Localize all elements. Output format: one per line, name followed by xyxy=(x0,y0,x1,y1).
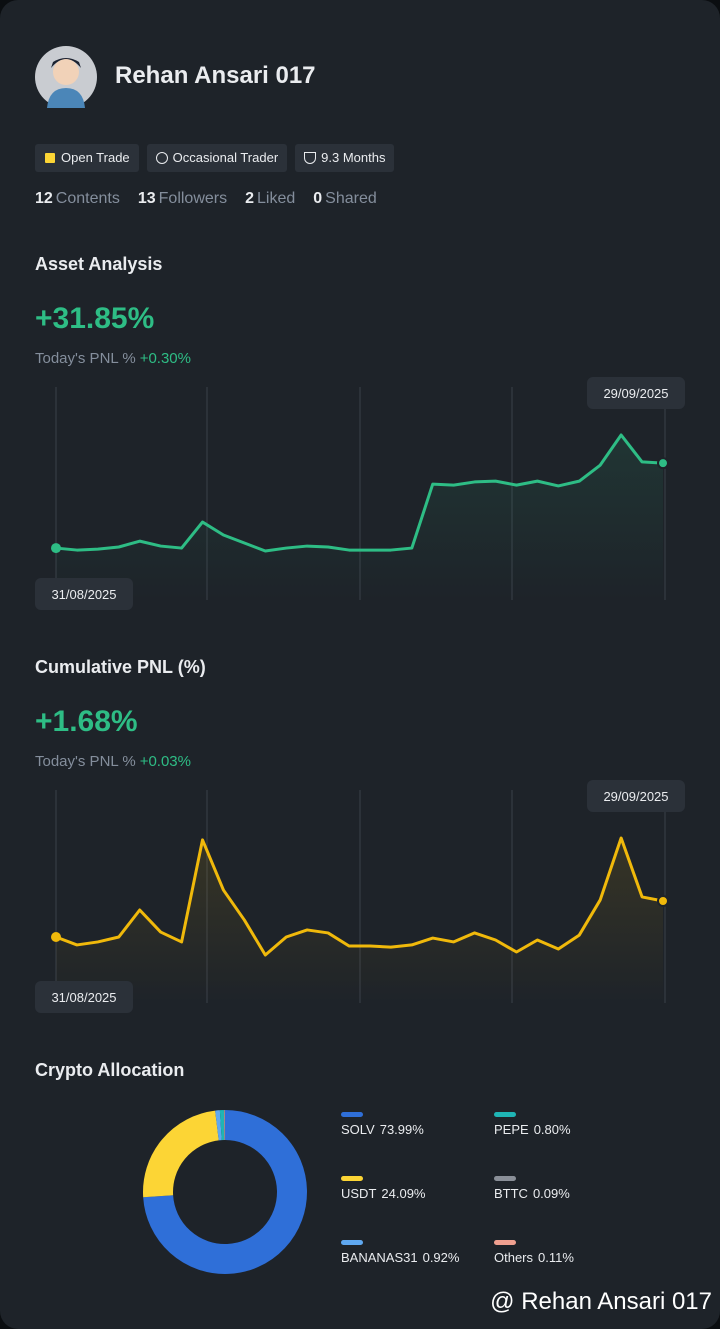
legend-swatch xyxy=(494,1112,516,1117)
legend-swatch xyxy=(341,1240,363,1245)
date-label: 31/08/2025 xyxy=(51,990,116,1005)
today-value: +0.30% xyxy=(139,350,191,367)
date-badge xyxy=(587,377,685,409)
stat: 2 Liked xyxy=(245,190,295,208)
stat-label: Followers xyxy=(158,190,228,207)
area-fill xyxy=(56,838,663,1003)
tag: Open Trade xyxy=(35,144,139,172)
legend-label: BTTC xyxy=(494,1186,528,1201)
legend-label: USDT xyxy=(341,1186,376,1201)
stat-count: 2 xyxy=(245,190,255,207)
stat-count: 12 xyxy=(35,190,53,207)
stat-label: Liked xyxy=(257,190,296,207)
date-badge xyxy=(35,981,133,1013)
stat-label: Shared xyxy=(325,190,377,207)
section-title: Crypto Allocation xyxy=(35,1060,185,1080)
line xyxy=(55,433,664,553)
start-point xyxy=(51,543,61,554)
start-point xyxy=(51,932,61,942)
today-label: Today's PNL % xyxy=(35,753,136,770)
watermark: @ Rehan Ansari 017 xyxy=(490,1288,712,1315)
legend-value: 0.09% xyxy=(533,1186,570,1201)
date-label: 31/08/2025 xyxy=(51,587,116,602)
stat: 0 Shared xyxy=(313,190,377,208)
line-chart: 31/08/2025 29/09/2025 xyxy=(35,780,685,1013)
section-title: Cumulative PNL (%) xyxy=(35,657,206,677)
stat: 12 Contents xyxy=(35,190,120,208)
avatar xyxy=(35,46,97,108)
donut-slice xyxy=(143,1110,307,1274)
tag: Occasional Trader xyxy=(146,144,288,172)
donut-slice xyxy=(143,1110,220,1198)
legend-swatch xyxy=(494,1176,516,1181)
legend-label: BANANAS31 xyxy=(341,1250,418,1265)
headline-value: +31.85% xyxy=(35,302,155,335)
section-title: Asset Analysis xyxy=(35,254,163,274)
legend-value: 73.99% xyxy=(380,1122,425,1137)
stats: 12 Contents 13 Followers 2 Liked 0 Shared xyxy=(35,190,377,208)
end-point xyxy=(657,895,669,907)
stat-count: 13 xyxy=(137,190,156,207)
today-value: +0.03% xyxy=(139,753,191,770)
date-label: 29/09/2025 xyxy=(603,789,668,804)
headline-value: +1.68% xyxy=(35,705,138,738)
line-chart: 31/08/2025 29/09/2025 xyxy=(35,377,685,610)
tag-text: Occasional Trader xyxy=(172,150,279,165)
legend-label: PEPE xyxy=(494,1122,529,1137)
end-point xyxy=(657,457,669,470)
date-label: 29/09/2025 xyxy=(603,386,668,401)
line xyxy=(55,836,664,957)
stat: 13 Followers xyxy=(138,190,227,208)
legend-swatch xyxy=(494,1240,516,1245)
date-badge xyxy=(587,780,685,812)
stat-count: 0 xyxy=(313,190,323,207)
today-pnl: Today's PNL % +0.03% xyxy=(35,753,191,770)
legend-value: 0.92% xyxy=(423,1250,460,1265)
area-fill xyxy=(56,435,663,600)
tag-text: 9.3 Months xyxy=(321,150,386,165)
legend-label: Others xyxy=(494,1250,534,1265)
legend-value: 0.11% xyxy=(538,1250,574,1265)
tag: 9.3 Months xyxy=(295,144,395,172)
profile-name: Rehan Ansari 017 xyxy=(115,62,316,89)
legend-label: SOLV xyxy=(341,1122,375,1137)
today-label: Today's PNL % xyxy=(35,350,136,367)
legend-value: 0.80% xyxy=(534,1122,571,1137)
legend-value: 24.09% xyxy=(381,1186,426,1201)
tag-list: Open Trade Occasional Trader 9.3 Months xyxy=(35,144,395,172)
date-badge xyxy=(35,578,133,610)
tag-text: Open Trade xyxy=(61,150,130,165)
legend-swatch xyxy=(341,1176,363,1181)
today-pnl: Today's PNL % +0.30% xyxy=(35,350,191,367)
donut-chart: SOLV 73.99% USDT 24.09% BANANAS31 0.92% PEPE 0.… xyxy=(143,1110,574,1274)
stat-label: Contents xyxy=(55,190,120,207)
legend-swatch xyxy=(341,1112,363,1117)
